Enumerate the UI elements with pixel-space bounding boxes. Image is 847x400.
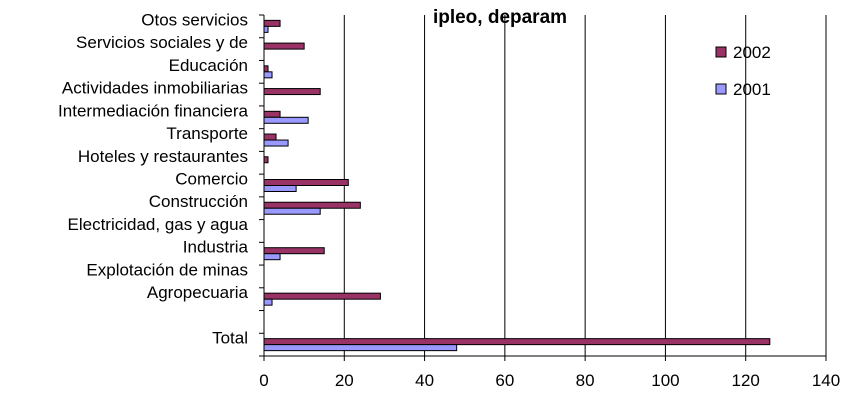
chart-title: ipleo, deparam	[433, 7, 567, 28]
bar-2001	[263, 139, 289, 147]
category-labels: Otos servicios Servicios sociales y de Edu…	[58, 10, 248, 347]
category-label: Construcción	[149, 192, 248, 211]
bar-2002	[263, 65, 269, 73]
legend-label: 2002	[733, 43, 771, 62]
category-label: Servicios sociales y de	[76, 33, 248, 52]
bar-2002	[263, 110, 281, 118]
category-label: Actividades inmobiliarias	[62, 79, 248, 98]
category-label: Total	[212, 329, 248, 348]
x-tick-label: 80	[576, 371, 595, 390]
bar-2001	[263, 207, 321, 215]
x-tick-label: 40	[415, 371, 434, 390]
gridlines	[343, 15, 827, 356]
bar-2001	[263, 71, 273, 79]
category-label: Electricidad, gas y agua	[68, 215, 249, 234]
bar-2002	[263, 338, 771, 346]
bar-2002	[263, 19, 281, 27]
legend-swatch	[715, 46, 727, 58]
bar-2001	[263, 116, 309, 124]
bar-2002	[263, 156, 269, 164]
bar-2002	[263, 42, 305, 50]
category-label: Agropecuaria	[147, 283, 249, 302]
category-label: Comercio	[175, 170, 248, 189]
x-tick-label: 120	[732, 371, 760, 390]
legend-swatch	[715, 83, 727, 95]
category-label: Intermediación financiera	[58, 101, 248, 120]
axes	[259, 14, 827, 361]
legend-label: 2001	[733, 80, 771, 99]
category-label: Hoteles y restaurantes	[78, 147, 248, 166]
bar-2002	[263, 247, 325, 255]
bar-2001	[263, 298, 273, 306]
legend: 2002 2001	[715, 43, 771, 99]
bar-2001	[263, 344, 458, 352]
x-tick-label: 140	[812, 371, 840, 390]
bar-2001	[263, 253, 281, 261]
bar-2001	[263, 25, 269, 33]
category-label: Otos servicios	[141, 10, 248, 29]
bars	[263, 19, 771, 352]
category-label: Educación	[169, 56, 248, 75]
bar-2002	[263, 133, 277, 141]
bar-2002	[263, 201, 361, 209]
x-tick-label: 60	[495, 371, 514, 390]
category-label: Explotación de minas	[86, 260, 248, 279]
x-tick-label: 0	[259, 371, 268, 390]
bar-2002	[263, 88, 321, 96]
x-tick-label: 20	[335, 371, 354, 390]
category-label: Transporte	[166, 124, 248, 143]
bar-2002	[263, 179, 349, 186]
x-tick-label: 100	[651, 371, 679, 390]
bar-2001	[263, 185, 297, 192]
bar-2002	[263, 292, 381, 300]
category-label: Industria	[183, 238, 249, 257]
x-tick-labels: 0 20 40 60 80 100 120 140	[259, 371, 840, 390]
